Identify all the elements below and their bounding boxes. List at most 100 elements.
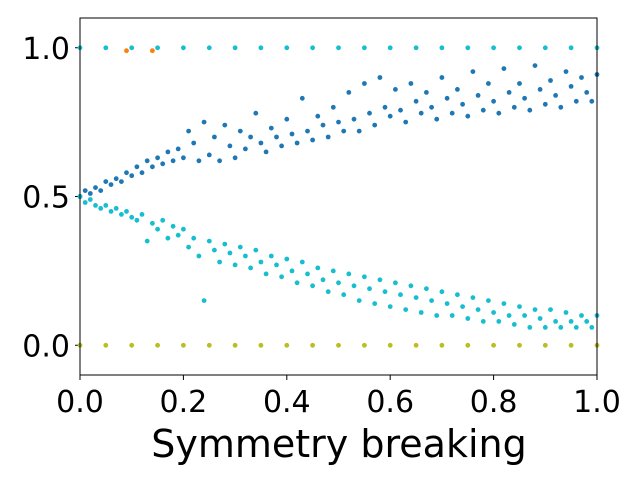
data-point (139, 212, 145, 217)
data-point (511, 322, 517, 327)
data-point (155, 226, 161, 232)
x-tick-label: 0.6 (366, 385, 414, 420)
data-point (98, 188, 104, 194)
data-point (475, 307, 481, 312)
data-point (460, 101, 465, 107)
data-point (573, 325, 579, 330)
data-point (108, 182, 114, 188)
data-point (429, 104, 434, 110)
data-point (243, 146, 248, 152)
data-point (268, 125, 274, 131)
data-point (393, 87, 398, 92)
data-point (362, 45, 367, 51)
data-point (320, 122, 326, 128)
data-point (206, 238, 212, 244)
data-point (206, 45, 212, 51)
data-point (408, 283, 414, 289)
data-point (103, 45, 109, 51)
data-point (155, 45, 161, 51)
points-layer (77, 45, 600, 348)
data-point (305, 271, 310, 277)
data-point (522, 313, 527, 318)
data-point (175, 232, 181, 238)
data-point (93, 185, 98, 191)
data-point (305, 128, 310, 134)
data-point (336, 119, 341, 125)
data-point (232, 155, 238, 161)
data-point (98, 206, 104, 211)
data-point (491, 342, 496, 348)
data-point (119, 179, 124, 185)
data-point (119, 212, 124, 217)
data-point (537, 316, 543, 321)
data-point (134, 164, 140, 170)
data-point (356, 298, 362, 303)
data-point (263, 149, 269, 155)
data-point (150, 164, 155, 170)
plot-frame (79, 17, 598, 376)
data-point (129, 45, 135, 51)
data-point (480, 107, 486, 113)
data-point (268, 253, 274, 259)
data-point (258, 342, 264, 348)
data-point (87, 197, 93, 202)
data-point (439, 289, 445, 295)
data-point (387, 342, 393, 348)
data-point (274, 134, 279, 140)
data-point (196, 158, 202, 164)
data-point (501, 66, 507, 71)
data-point (279, 274, 284, 280)
ticks-layer: 0.0 0.2 0.4 0.6 0.8 1.0 0.0 0.5 1.0 (22, 32, 621, 420)
data-point (439, 342, 445, 348)
data-point (212, 134, 217, 140)
data-point (589, 98, 595, 104)
data-point (274, 262, 279, 268)
data-point (413, 45, 419, 51)
data-point (413, 342, 419, 348)
data-point (263, 271, 269, 277)
data-point (542, 45, 548, 51)
data-point (155, 155, 161, 161)
data-point (248, 265, 254, 271)
data-point (568, 45, 574, 51)
data-point (413, 295, 419, 300)
data-point (449, 313, 455, 318)
data-point (377, 75, 383, 80)
data-point (573, 98, 579, 104)
data-point (517, 45, 522, 51)
data-point (144, 238, 150, 244)
data-point (82, 188, 88, 194)
data-point (222, 241, 228, 247)
data-point (579, 313, 584, 318)
y-tick-label: 1.0 (22, 32, 70, 67)
data-point (424, 90, 429, 95)
data-point (310, 342, 315, 348)
data-point (87, 191, 93, 196)
data-point (563, 310, 569, 315)
data-point (170, 158, 176, 164)
data-point (553, 319, 558, 324)
data-point (237, 244, 243, 250)
x-tick-label: 0.2 (160, 385, 208, 420)
data-point (346, 90, 352, 95)
data-point (258, 45, 264, 51)
y-tick-label: 0.0 (22, 329, 70, 364)
data-point (553, 93, 558, 98)
data-point (103, 342, 109, 348)
data-point (181, 45, 186, 51)
data-point (418, 110, 424, 116)
data-point (181, 342, 186, 348)
data-point (501, 301, 507, 306)
data-point (232, 342, 238, 348)
data-point (155, 342, 161, 348)
data-point (232, 45, 238, 51)
data-point (455, 87, 460, 92)
data-point (465, 45, 471, 51)
data-point (517, 342, 522, 348)
data-point (568, 342, 574, 348)
data-point (589, 325, 595, 330)
data-point (243, 253, 248, 259)
data-point (439, 45, 445, 51)
data-point (139, 170, 145, 176)
